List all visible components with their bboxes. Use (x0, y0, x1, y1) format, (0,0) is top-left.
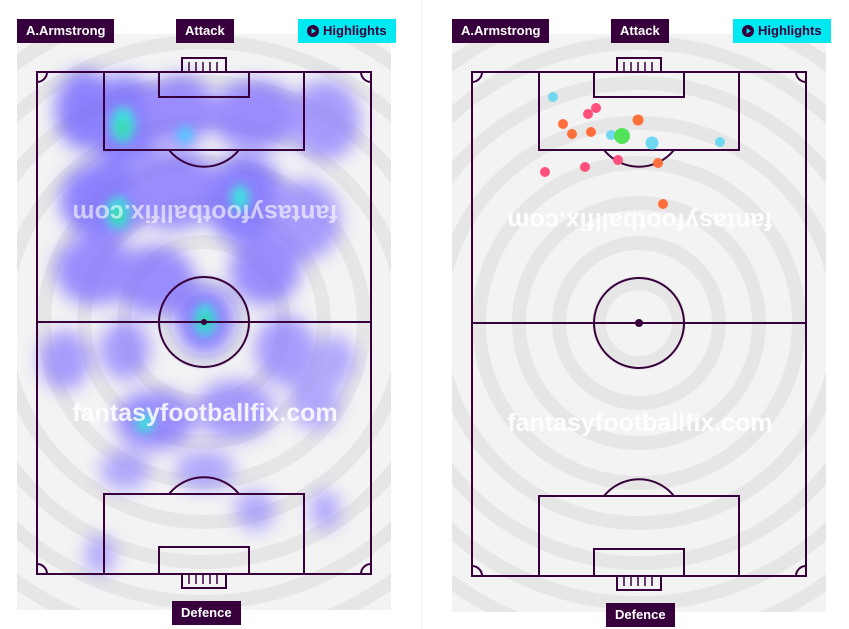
highlights-label: Highlights (758, 23, 822, 38)
player-name-tag: A.Armstrong (452, 19, 550, 43)
shot-marker[interactable] (540, 167, 550, 177)
highlights-button[interactable]: Highlights (733, 19, 831, 43)
play-circle-icon (742, 25, 754, 37)
shot-marker[interactable] (653, 158, 663, 168)
watermark-flipped: fantasyfootballfix.com (507, 207, 772, 235)
shot-marker[interactable] (548, 92, 558, 102)
attack-label: Attack (176, 19, 234, 43)
shot-marker[interactable] (591, 103, 601, 113)
play-circle-icon (307, 25, 319, 37)
shot-marker[interactable] (558, 119, 568, 129)
shot-marker[interactable] (645, 136, 659, 150)
panel-divider (421, 0, 422, 629)
watermark-flipped: fantasyfootballfix.com (72, 199, 337, 227)
shot-marker[interactable] (613, 155, 623, 165)
heatmap-panel: fantasyfootballfix.com fantasyfootballfi… (5, 0, 405, 629)
player-name-tag: A.Armstrong (17, 19, 115, 43)
goal-marker[interactable] (614, 128, 630, 144)
shot-map-pitch: fantasyfootballfix.com fantasyfootballfi… (452, 34, 826, 612)
heatmap-pitch: fantasyfootballfix.com fantasyfootballfi… (17, 34, 391, 610)
defence-label: Defence (172, 601, 241, 625)
watermark: fantasyfootballfix.com (507, 409, 772, 437)
highlights-label: Highlights (323, 23, 387, 38)
highlights-button[interactable]: Highlights (298, 19, 396, 43)
shot-marker[interactable] (606, 130, 616, 140)
shot-marker[interactable] (583, 109, 593, 119)
shot-marker[interactable] (586, 127, 596, 137)
defence-label: Defence (606, 603, 675, 627)
shot-marker[interactable] (580, 162, 590, 172)
shot-map-panel: fantasyfootballfix.com fantasyfootballfi… (440, 0, 840, 629)
attack-label: Attack (611, 19, 669, 43)
shot-marker[interactable] (632, 114, 644, 126)
shot-marker[interactable] (658, 199, 668, 209)
shot-marker[interactable] (715, 137, 725, 147)
watermark: fantasyfootballfix.com (72, 399, 337, 427)
shot-marker[interactable] (567, 129, 577, 139)
